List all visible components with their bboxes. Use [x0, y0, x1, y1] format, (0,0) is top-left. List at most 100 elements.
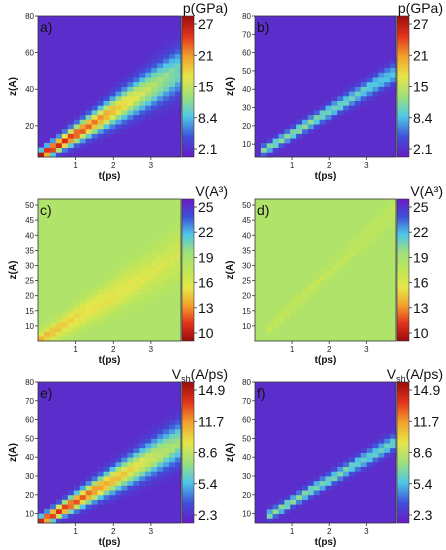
heatmap-cell: [139, 86, 146, 92]
heatmap-cell: [55, 326, 63, 332]
heatmap-cell: [163, 279, 170, 285]
heatmap-cell: [49, 508, 57, 514]
colorbar-tick-label: 22: [198, 224, 214, 240]
heatmap-cell: [133, 67, 140, 73]
heatmap-cell: [73, 133, 81, 139]
heatmap-cell: [61, 513, 69, 519]
heatmap-cell: [384, 217, 391, 224]
heatmap-cell: [307, 110, 315, 116]
heatmap-cell: [307, 114, 315, 120]
heatmap-cell: [139, 114, 146, 120]
heatmap-cell: [343, 95, 350, 101]
heatmap-cell: [157, 114, 164, 120]
heatmap-cell: [163, 274, 170, 280]
heatmap-cell: [139, 95, 146, 101]
heatmap-cell: [115, 119, 122, 125]
heatmap-cell: [145, 265, 152, 271]
heatmap-cell: [79, 307, 87, 313]
heatmap-cell: [343, 265, 350, 271]
heatmap-cell: [349, 236, 356, 242]
heatmap-cell: [175, 405, 182, 411]
heatmap-cell: [79, 508, 87, 514]
heatmap-cell: [313, 114, 321, 120]
heatmap-cell: [103, 312, 110, 318]
heatmap-cell: [290, 307, 297, 313]
heatmap-cell: [109, 322, 116, 328]
heatmap-cell: [121, 110, 128, 116]
heatmap-cell: [163, 95, 170, 101]
heatmap-cell: [175, 95, 182, 101]
heatmap-cell: [272, 508, 279, 514]
heatmap-cell: [157, 424, 164, 430]
heatmap-cell: [307, 293, 315, 299]
heatmap-cell: [354, 105, 362, 111]
heatmap-cell: [157, 471, 164, 477]
heatmap-cell: [349, 241, 356, 247]
colorbar-tick-label: 13: [413, 300, 429, 316]
heatmap-cell: [169, 255, 176, 261]
heatmap-cell: [337, 246, 344, 252]
heatmap-cell: [278, 303, 285, 309]
heatmap-cell: [325, 471, 332, 477]
heatmap-cell: [145, 443, 152, 449]
heatmap-cell: [354, 251, 362, 257]
heatmap-cell: [139, 293, 146, 299]
heatmap-cell: [133, 86, 140, 92]
heatmap-cell: [157, 447, 164, 453]
heatmap-cell: [133, 457, 140, 463]
heatmap-cell: [325, 110, 332, 116]
heatmap-cell: [343, 476, 350, 482]
heatmap-cell: [139, 119, 146, 125]
heatmap-cell: [296, 494, 303, 500]
heatmap-cell: [175, 222, 182, 228]
heatmap-cell: [163, 461, 170, 467]
heatmap-cell: [349, 86, 356, 92]
heatmap-cell: [272, 317, 279, 323]
heatmap-cell: [109, 307, 116, 313]
heatmap-cell: [61, 128, 69, 134]
heatmap-cell: [151, 232, 158, 238]
heatmap-cell: [127, 110, 134, 116]
heatmap-cell: [366, 447, 373, 453]
heatmap-cell: [175, 100, 182, 106]
heatmap-cell: [49, 317, 57, 323]
heatmap-cell: [331, 110, 338, 116]
heatmap-cell: [133, 110, 140, 116]
heatmap-cell: [49, 326, 57, 332]
heatmap-cell: [73, 317, 81, 323]
colorbar-title: V(A³): [195, 183, 228, 199]
heatmap-cell: [360, 241, 368, 247]
heatmap-cell: [384, 447, 391, 453]
heatmap-cell: [145, 429, 152, 435]
heatmap-cell: [169, 457, 176, 463]
heatmap-cell: [349, 260, 356, 266]
heatmap-cell: [372, 81, 379, 87]
heatmap-cell: [278, 128, 285, 134]
heatmap-cell: [337, 114, 344, 120]
heatmap-cell: [169, 251, 176, 257]
heatmap-cell: [127, 260, 134, 266]
heatmap-cell: [169, 217, 176, 224]
heatmap-cell: [73, 490, 81, 496]
heatmap-cell: [133, 255, 140, 261]
heatmap-cell: [151, 114, 158, 120]
heatmap-cell: [91, 312, 98, 318]
heatmap-cell: [139, 110, 146, 116]
heatmap-cell: [354, 246, 362, 252]
heatmap-cell: [157, 63, 164, 69]
heatmap-cell: [127, 72, 134, 78]
heatmap-cell: [73, 494, 81, 500]
heatmap-cell: [284, 124, 291, 130]
heatmap-cell: [38, 152, 45, 158]
heatmap-cell: [145, 466, 152, 472]
heatmap-cell: [296, 128, 303, 134]
heatmap-cell: [133, 105, 140, 111]
heatmap-cell: [121, 312, 128, 318]
heatmap-cell: [319, 279, 326, 285]
heatmap-cell: [145, 298, 152, 304]
heatmap-cell: [79, 110, 87, 116]
heatmap-cell: [55, 317, 63, 323]
heatmap-cell: [354, 466, 362, 472]
heatmap-cell: [325, 265, 332, 271]
heatmap-cell: [390, 67, 397, 73]
